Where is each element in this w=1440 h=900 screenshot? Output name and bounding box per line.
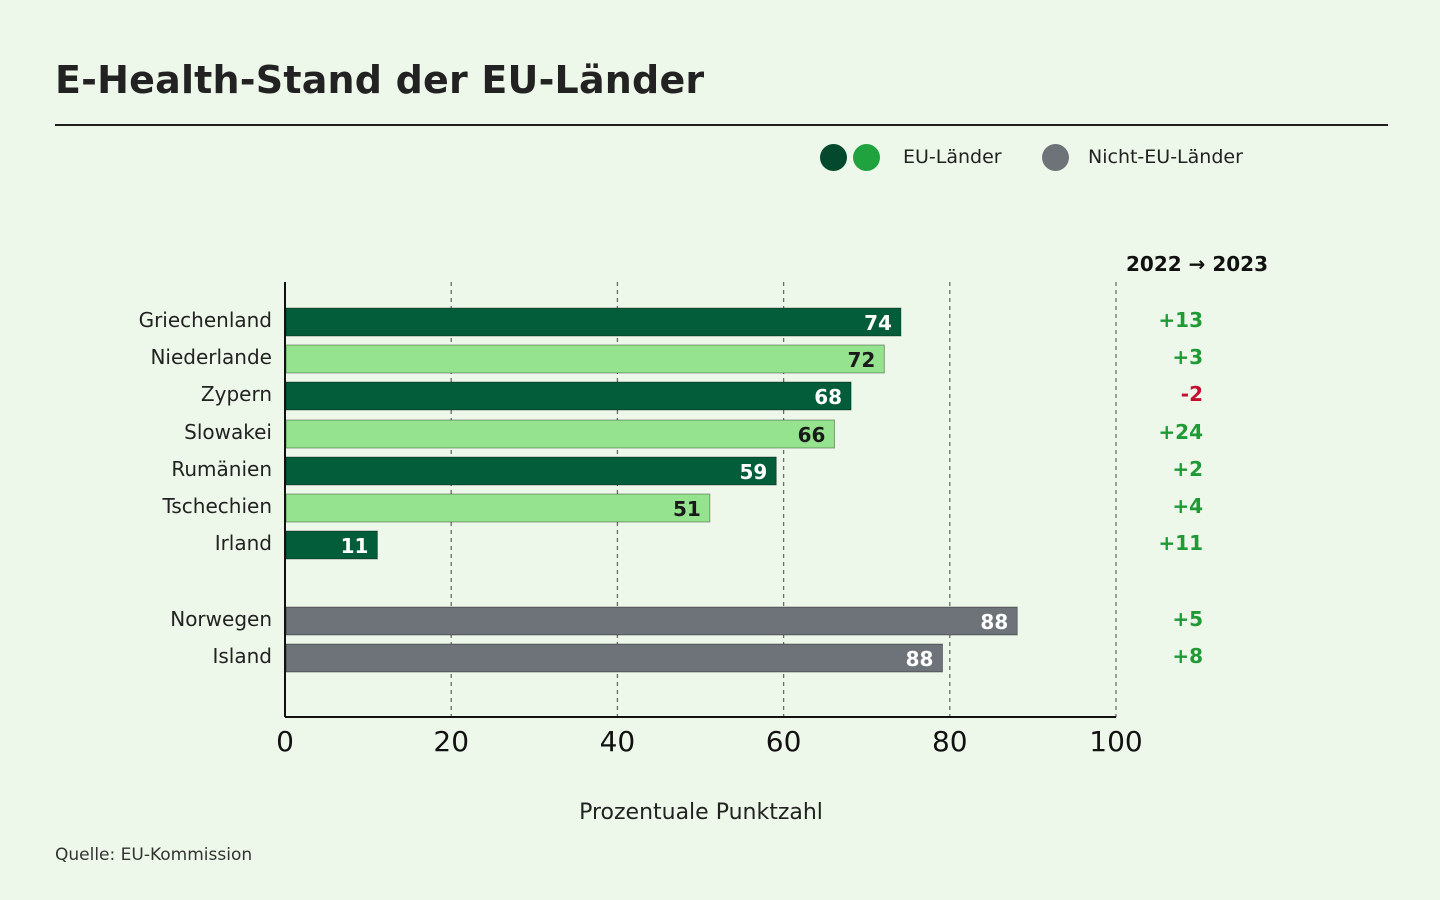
bar-value-label: 74: [864, 311, 892, 335]
change-column-header: 2022 → 2023: [1126, 252, 1268, 276]
bar-tschechien: [285, 493, 711, 523]
bar-value-label: 68: [814, 385, 842, 409]
category-label: Rumänien: [171, 457, 272, 481]
legend-eu-label: EU-Länder: [903, 146, 1002, 168]
change-label: +8: [1172, 644, 1203, 668]
bar-island: [285, 643, 943, 673]
change-label: +5: [1172, 607, 1203, 631]
bar-value-label: 72: [847, 348, 875, 372]
change-label: +11: [1158, 531, 1203, 555]
x-tick-label: 20: [433, 725, 469, 758]
bar-rumänien: [285, 456, 777, 486]
x-tick-label: 60: [766, 725, 802, 758]
bar-irland: [285, 530, 378, 560]
change-label: +3: [1172, 345, 1203, 369]
legend: EU-Länder Nicht-EU-Länder: [0, 143, 1440, 173]
x-tick-label: 40: [600, 725, 636, 758]
change-label: +13: [1158, 308, 1203, 332]
category-label: Zypern: [201, 382, 272, 406]
change-label: +24: [1158, 420, 1203, 444]
bar-value-label: 11: [341, 534, 369, 558]
change-label: -2: [1181, 382, 1203, 406]
bar-value-label: 59: [739, 460, 767, 484]
legend-non-eu-swatch: [1042, 144, 1069, 171]
legend-eu-light-swatch: [853, 144, 880, 171]
bar-value-label: 51: [673, 497, 701, 521]
bar-value-label: 88: [906, 647, 934, 671]
category-label: Irland: [215, 531, 272, 555]
bar-norwegen: [285, 606, 1018, 636]
x-axis-label: Prozentuale Punktzahl: [579, 800, 823, 825]
category-label: Slowakei: [184, 420, 272, 444]
legend-non-eu-label: Nicht-EU-Länder: [1088, 146, 1243, 168]
change-label: +2: [1172, 457, 1203, 481]
category-label: Griechenland: [139, 308, 272, 332]
legend-eu-dark-swatch: [820, 144, 847, 171]
category-label: Niederlande: [150, 345, 272, 369]
change-label: +4: [1172, 494, 1203, 518]
x-tick-label: 100: [1089, 725, 1142, 758]
bar-griechenland: [285, 307, 902, 337]
bar-value-label: 88: [980, 610, 1008, 634]
bar-slowakei: [285, 419, 835, 449]
category-label: Island: [212, 644, 272, 668]
category-label: Norwegen: [170, 607, 272, 631]
x-tick-label: 80: [932, 725, 968, 758]
category-label: Tschechien: [161, 494, 272, 518]
source-note: Quelle: EU-Kommission: [55, 845, 253, 865]
x-tick-label: 0: [276, 725, 294, 758]
title-divider: [55, 124, 1388, 126]
bar-niederlande: [285, 344, 885, 374]
bar-zypern: [285, 381, 852, 411]
bar-value-label: 66: [798, 423, 826, 447]
chart-title: E-Health-Stand der EU-Länder: [55, 58, 705, 102]
